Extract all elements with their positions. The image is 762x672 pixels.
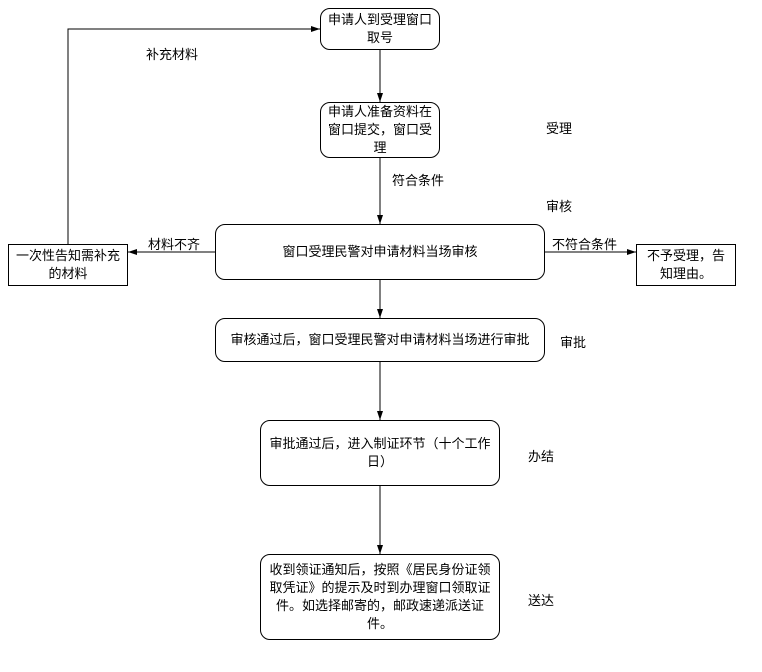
stage-approve: 审批 — [560, 332, 586, 351]
node-reject: 不予受理，告知理由。 — [636, 244, 736, 286]
edge-label-supplement: 补充材料 — [146, 44, 198, 63]
node-approve: 审核通过后，窗口受理民警对申请材料当场进行审批 — [215, 318, 545, 362]
node-produce: 审批通过后，进入制证环节（十个工作日） — [260, 420, 500, 486]
node-deliver: 收到领证通知后，按照《居民身份证领取凭证》的提示及时到办理窗口领取证件。如选择邮… — [260, 554, 500, 640]
node-submit: 申请人准备资料在窗口提交，窗口受理 — [320, 102, 440, 158]
stage-close: 办结 — [528, 446, 554, 465]
node-take-number: 申请人到受理窗口取号 — [320, 8, 440, 50]
node-supplement: 一次性告知需补充的材料 — [8, 244, 128, 286]
stage-accept: 受理 — [546, 118, 572, 137]
edge-label-incomplete: 材料不齐 — [148, 234, 200, 253]
stage-deliver: 送达 — [528, 590, 554, 609]
node-review: 窗口受理民警对申请材料当场审核 — [215, 224, 545, 280]
edge-label-qualified: 符合条件 — [392, 170, 444, 189]
stage-review: 审核 — [546, 196, 572, 215]
edge-label-unqualified: 不符合条件 — [552, 234, 617, 253]
